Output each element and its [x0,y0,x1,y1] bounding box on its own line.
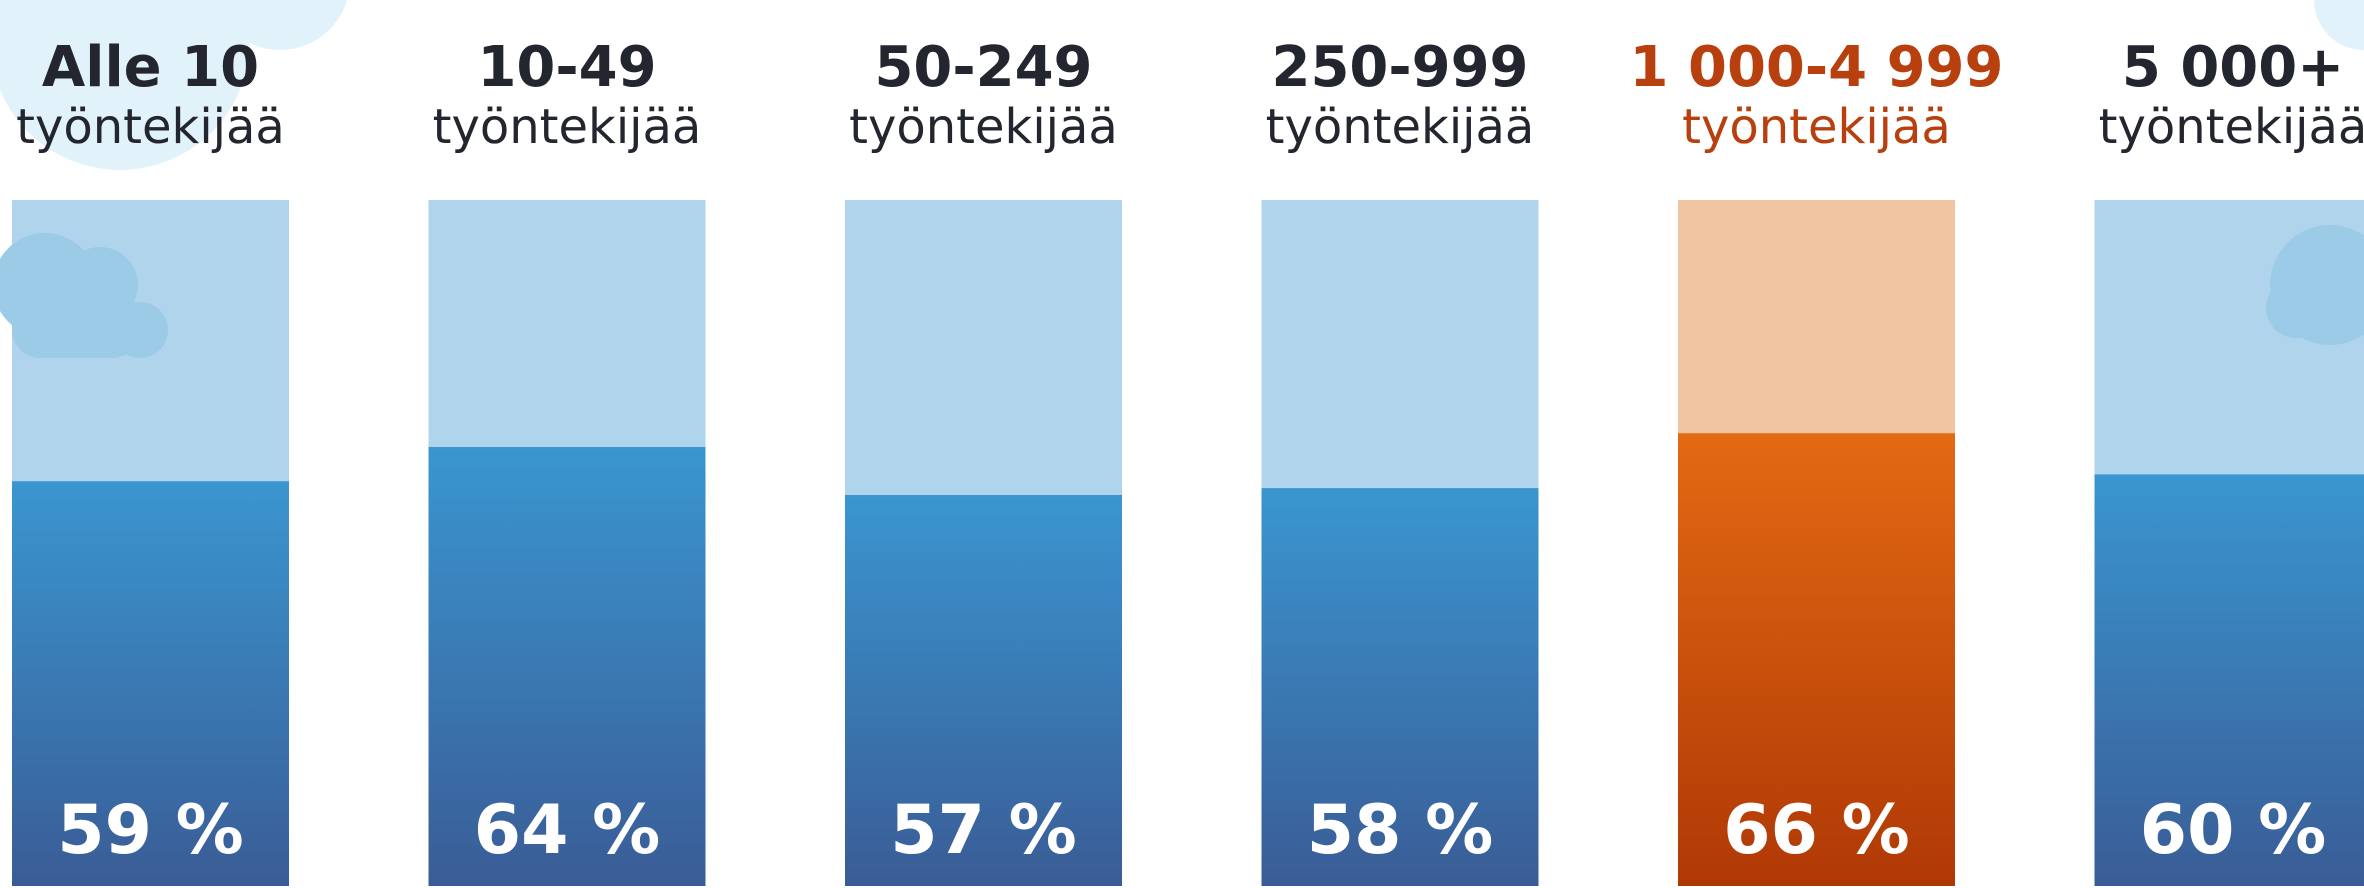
page: Alle 10työntekijää59 %10-49työntekijää64… [0,0,2364,888]
category-sublabel: työntekijää [16,99,285,155]
category-label: 10-49 [477,35,656,100]
category-label: 50-249 [874,35,1092,100]
background-cloud [0,0,2364,170]
category-sublabel: työntekijää [2099,99,2364,155]
category-sublabel: työntekijää [1682,99,1951,155]
category-label: Alle 10 [42,35,259,100]
value-label: 57 % [890,791,1076,870]
category-sublabel: työntekijää [1266,99,1535,155]
chart: Alle 10työntekijää59 %10-49työntekijää64… [0,0,2364,888]
category-label: 1 000-4 999 [1630,35,2004,100]
category-sublabel: työntekijää [433,99,702,155]
value-label: 60 % [2140,791,2326,870]
category-label: 5 000+ [2122,35,2344,100]
value-label: 64 % [474,791,660,870]
value-label: 66 % [1723,791,1909,870]
value-label: 58 % [1307,791,1493,870]
category-sublabel: työntekijää [849,99,1118,155]
value-label: 59 % [57,791,243,870]
category-label: 250-999 [1271,35,1528,100]
